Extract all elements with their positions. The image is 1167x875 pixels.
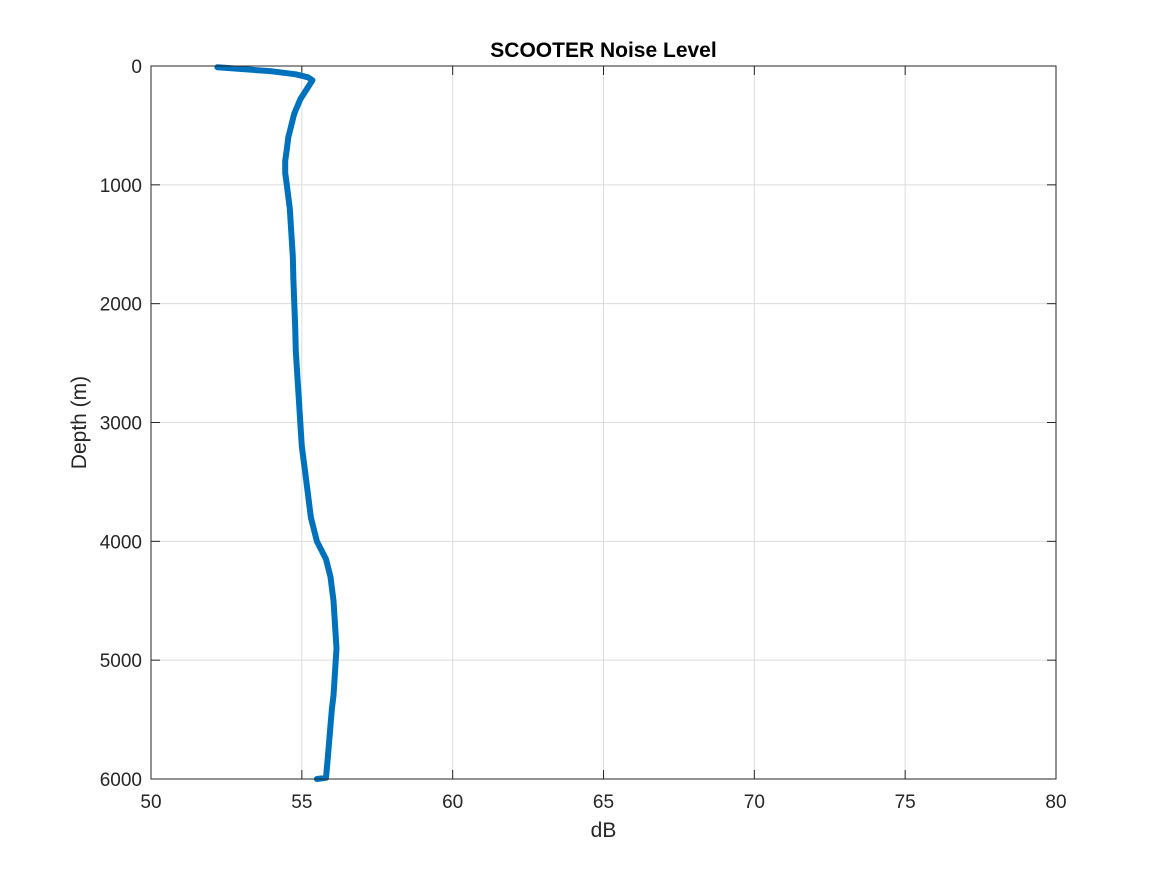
series-layer: [214, 64, 340, 782]
x-tick-label: 75: [895, 792, 916, 813]
x-axis-label: dB: [591, 819, 617, 842]
y-tick-labels: 0 1000 2000 3000 4000 5000 6000: [100, 57, 142, 791]
x-tick-labels: 50 55 60 65 70 75 80: [140, 792, 1066, 813]
y-tick-label: 2000: [100, 295, 142, 316]
y-tick-label: 4000: [100, 532, 142, 553]
x-tick-label: 70: [744, 792, 765, 813]
x-tick-label: 55: [291, 792, 312, 813]
y-tick-label: 5000: [100, 651, 142, 672]
x-tick-label: 65: [593, 792, 614, 813]
chart-title: SCOOTER Noise Level: [490, 39, 716, 62]
grid: [151, 66, 1056, 779]
y-tick-label: 1000: [100, 176, 142, 197]
axes-box: [150, 65, 1057, 780]
y-tick-label: 3000: [100, 414, 142, 435]
noise-level-series-line: [214, 64, 340, 782]
x-tick-label: 80: [1045, 792, 1066, 813]
y-axis-label: Depth (m): [68, 376, 91, 469]
y-tick-label: 0: [131, 57, 142, 78]
x-tick-label: 60: [442, 792, 463, 813]
x-tick-label: 50: [140, 792, 161, 813]
y-tick-label: 6000: [100, 770, 142, 791]
